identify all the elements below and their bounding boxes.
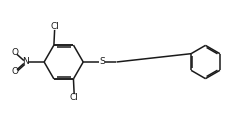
Text: Cl: Cl: [50, 22, 59, 31]
Text: Cl: Cl: [70, 93, 79, 102]
Text: O: O: [12, 67, 19, 76]
Text: O: O: [12, 48, 19, 57]
Text: S: S: [99, 58, 105, 66]
Text: N: N: [22, 58, 29, 66]
